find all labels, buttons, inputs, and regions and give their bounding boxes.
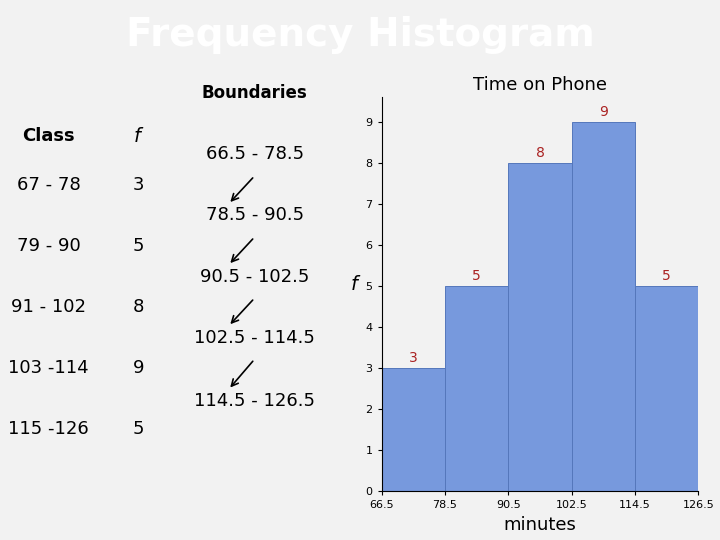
Text: Frequency Histogram: Frequency Histogram [125, 16, 595, 54]
Text: 90.5 - 102.5: 90.5 - 102.5 [200, 267, 310, 286]
Text: 78.5 - 90.5: 78.5 - 90.5 [205, 206, 304, 225]
Text: 66.5 - 78.5: 66.5 - 78.5 [205, 145, 304, 164]
Bar [382, 368, 445, 491]
Text: 102.5 - 114.5: 102.5 - 114.5 [194, 328, 315, 347]
Text: 115 -126: 115 -126 [9, 420, 89, 438]
Text: 5: 5 [662, 269, 671, 283]
Text: 5: 5 [132, 420, 144, 438]
Title: Time on Phone: Time on Phone [473, 76, 607, 94]
Text: 5: 5 [132, 237, 144, 255]
Text: 8: 8 [133, 298, 144, 316]
Text: 103 -114: 103 -114 [9, 359, 89, 377]
Text: 8: 8 [536, 146, 544, 160]
Text: 9: 9 [599, 105, 608, 119]
Text: 3: 3 [132, 176, 144, 194]
Bar [635, 286, 698, 491]
Bar [572, 122, 635, 491]
Text: 67 - 78: 67 - 78 [17, 176, 81, 194]
Text: 5: 5 [472, 269, 481, 283]
Text: Class: Class [22, 126, 75, 145]
Text: 3: 3 [409, 351, 418, 365]
Bar [508, 163, 572, 491]
Text: $f$: $f$ [133, 126, 144, 146]
Text: 114.5 - 126.5: 114.5 - 126.5 [194, 392, 315, 410]
Text: 9: 9 [132, 359, 144, 377]
Text: Boundaries: Boundaries [202, 84, 307, 102]
Y-axis label: f: f [351, 275, 358, 294]
X-axis label: minutes: minutes [503, 516, 577, 534]
Text: 79 - 90: 79 - 90 [17, 237, 81, 255]
Text: 91 - 102: 91 - 102 [12, 298, 86, 316]
Bar [445, 286, 508, 491]
